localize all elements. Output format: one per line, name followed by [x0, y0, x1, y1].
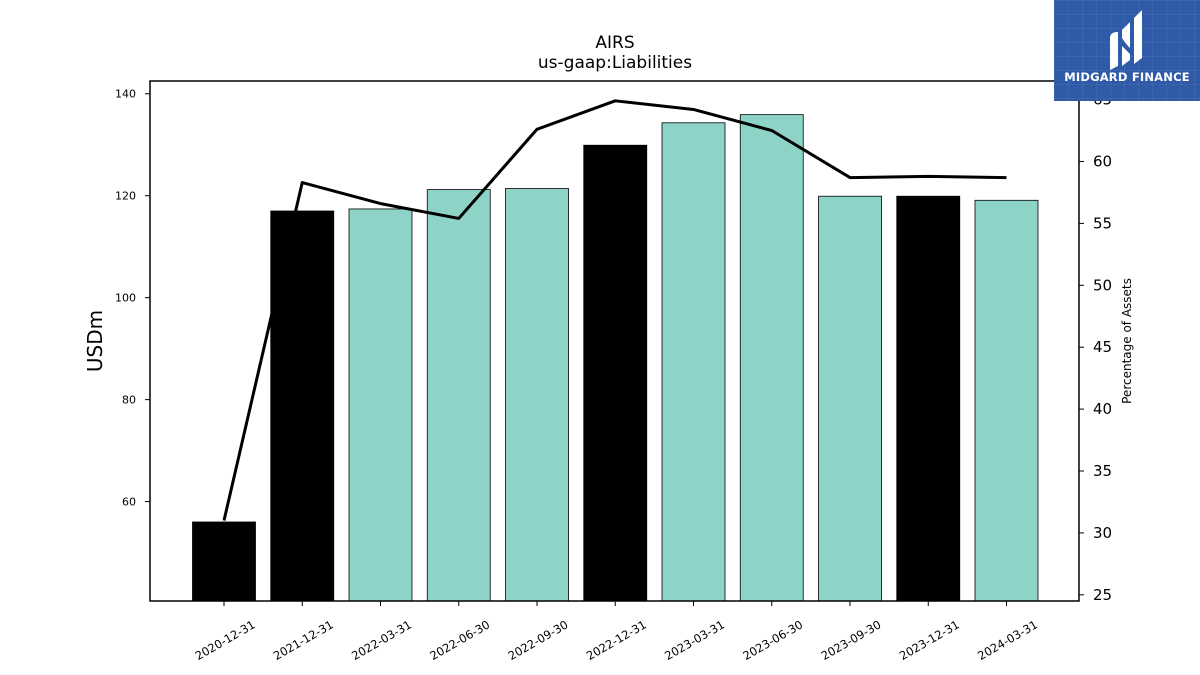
line-group — [222, 99, 1007, 521]
bar-2022-12-31 — [583, 144, 648, 602]
midgard-logo-icon — [1110, 10, 1142, 70]
bar-2022-09-30 — [505, 188, 569, 602]
x-axis-ticks: 2020-12-31 2021-12-31 2022-03-31 2022-06-30… — [193, 601, 1040, 663]
right-tick-label: 45 — [1093, 338, 1112, 356]
left-tick-label: 60 — [122, 496, 136, 509]
x-tick-label: 2024-03-31 — [975, 617, 1040, 663]
x-tick-label: 2020-12-31 — [193, 617, 258, 663]
bar-2022-03-31 — [348, 208, 413, 602]
x-tick-label: 2022-03-31 — [349, 617, 414, 663]
bar-2024-03-31 — [974, 199, 1039, 602]
bar-2023-09-30 — [818, 195, 882, 602]
bar-2023-03-31 — [661, 122, 726, 602]
y-axis-label: USDm — [83, 310, 107, 372]
left-tick-label: 140 — [115, 88, 136, 101]
x-tick-label: 2023-06-30 — [740, 617, 805, 663]
y2-axis-label: Percentage of Assets — [1120, 278, 1134, 404]
brand-logo: MIDGARD FINANCE — [1054, 0, 1200, 101]
chart-subtitle: us-gaap:Liabilities — [538, 53, 692, 73]
right-tick-label: 55 — [1093, 214, 1112, 232]
logo-text: MIDGARD FINANCE — [1064, 70, 1190, 84]
x-tick-label: 2023-12-31 — [897, 617, 962, 663]
x-tick-label: 2022-06-30 — [427, 617, 492, 663]
right-tick-label: 35 — [1093, 462, 1112, 480]
bar-2020-12-31 — [192, 521, 256, 602]
x-tick-label: 2021-12-31 — [271, 617, 336, 663]
x-tick-label: 2023-03-31 — [662, 617, 727, 663]
x-tick-label: 2022-09-30 — [506, 617, 571, 663]
x-tick-label: 2022-12-31 — [584, 617, 649, 663]
right-tick-label: 50 — [1093, 276, 1112, 294]
left-tick-label: 120 — [115, 190, 136, 203]
right-tick-label: 40 — [1093, 400, 1112, 418]
chart-title: AIRS — [595, 33, 634, 53]
left-tick-label: 80 — [122, 394, 136, 407]
right-tick-label: 60 — [1093, 152, 1112, 170]
right-axis-ticks: 253035404550556065 — [1079, 91, 1112, 604]
right-tick-label: 30 — [1093, 524, 1112, 542]
bar-2021-12-31 — [270, 210, 335, 602]
right-tick-label: 25 — [1093, 586, 1112, 604]
bars-group — [192, 114, 1039, 602]
bar-2023-06-30 — [739, 114, 804, 602]
percentage-line — [222, 99, 1007, 521]
x-tick-label: 2023-09-30 — [819, 617, 884, 663]
left-axis-ticks: 60 80 100 120 140 — [115, 88, 150, 509]
plot-frame — [149, 80, 1080, 602]
bar-2023-12-31 — [896, 195, 961, 602]
left-tick-label: 100 — [115, 292, 136, 305]
bar-2022-06-30 — [426, 189, 491, 602]
